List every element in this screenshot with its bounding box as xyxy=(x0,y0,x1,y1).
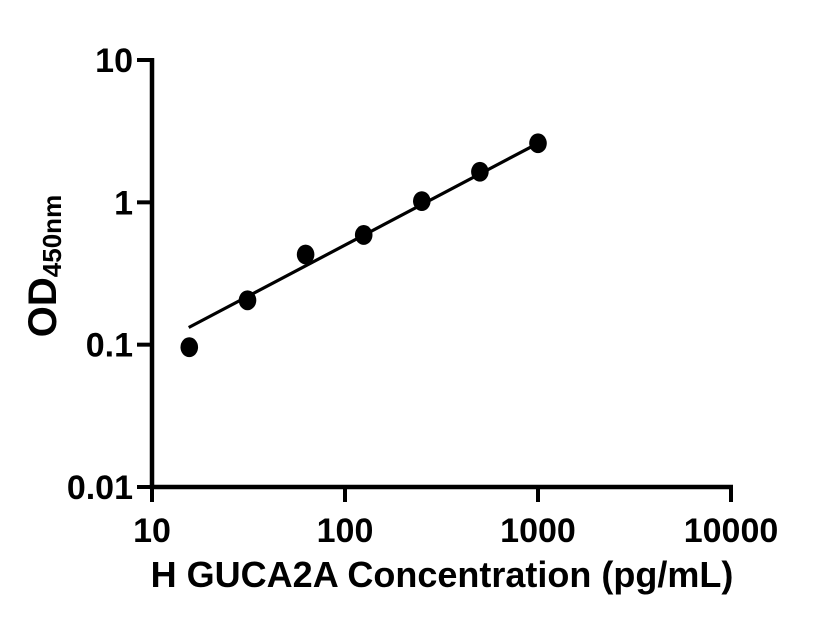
y-axis-title-subscript: 450nm xyxy=(37,194,67,278)
data-point xyxy=(413,191,431,212)
x-tick-label: 10000 xyxy=(684,512,779,550)
y-axis-title: OD450nm xyxy=(21,194,67,338)
x-tick-label: 1000 xyxy=(500,512,576,550)
y-tick-label: 0.1 xyxy=(86,327,133,365)
data-point xyxy=(180,337,199,358)
y-tick-label: 10 xyxy=(95,42,133,80)
data-point xyxy=(238,290,257,311)
y-tick-label: 1 xyxy=(114,184,133,222)
x-axis-title: H GUCA2A Concentration (pg/mL) xyxy=(150,554,734,595)
y-axis-title-main: OD xyxy=(21,277,65,338)
data-point xyxy=(354,225,373,245)
data-point xyxy=(529,133,547,154)
y-tick-label: 0.01 xyxy=(67,469,133,507)
data-point xyxy=(471,161,489,182)
x-tick-label: 10 xyxy=(133,512,171,550)
x-tick-label: 100 xyxy=(317,512,374,550)
data-point xyxy=(296,244,315,265)
